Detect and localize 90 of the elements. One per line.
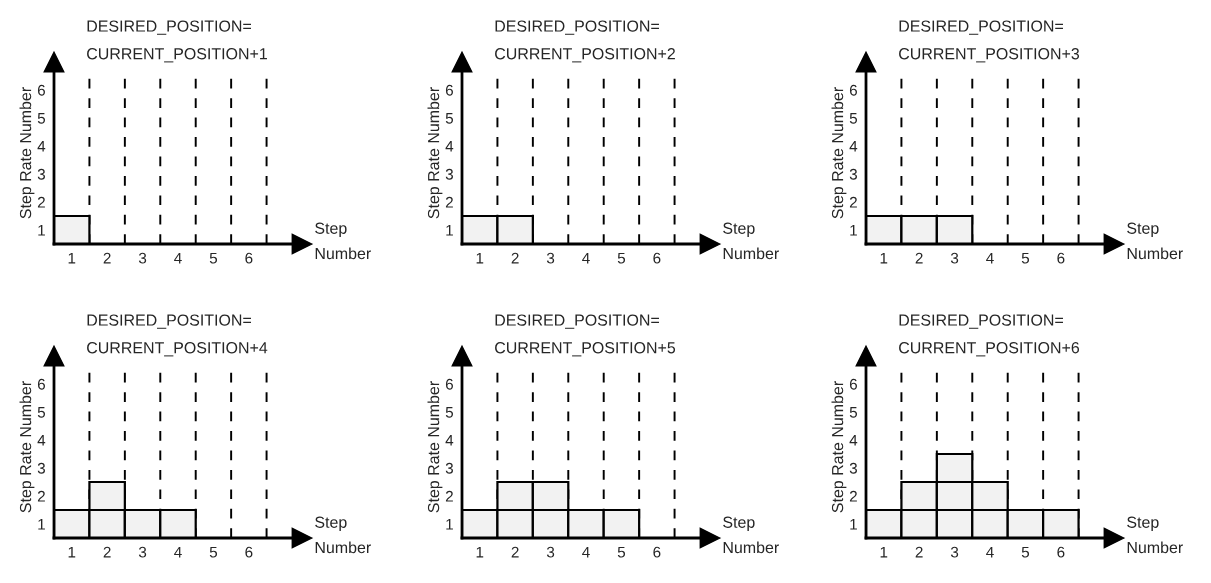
x-tick-label: 5 xyxy=(617,546,626,558)
chart-title: DESIRED_POSITION= CURRENT_POSITION+4 xyxy=(87,314,268,357)
y-axis-title: Step Rate Number xyxy=(427,381,443,513)
chart-title: DESIRED_POSITION= CURRENT_POSITION+5 xyxy=(495,314,676,357)
y-tick-label: 2 xyxy=(849,490,857,502)
y-tick-label: 5 xyxy=(849,113,858,124)
x-tick-label: 6 xyxy=(1057,546,1065,558)
y-tick-label: 3 xyxy=(445,168,453,180)
x-tick-label: 6 xyxy=(1057,252,1065,264)
y-tick-label: 4 xyxy=(37,435,46,446)
y-axis-title: Step Rate Number xyxy=(19,381,35,513)
y-tick-label: 1 xyxy=(38,519,45,530)
x-tick-label: 5 xyxy=(209,252,218,264)
x-tick-label: 6 xyxy=(653,252,661,264)
y-tick-label: 3 xyxy=(37,462,45,474)
chart-title: DESIRED_POSITION= CURRENT_POSITION+6 xyxy=(899,314,1080,357)
chart-title: DESIRED_POSITION= CURRENT_POSITION+3 xyxy=(899,20,1080,63)
x-tick-label: 4 xyxy=(174,252,182,264)
x-tick-label: 5 xyxy=(617,252,626,264)
y-tick-label: 1 xyxy=(850,519,857,530)
y-tick-label: 5 xyxy=(37,407,46,418)
y-tick-label: 1 xyxy=(850,225,857,236)
y-tick-label: 4 xyxy=(445,141,454,152)
y-tick-label: 5 xyxy=(849,407,858,418)
y-tick-label: 5 xyxy=(37,113,46,124)
x-tick-label: 2 xyxy=(511,546,519,558)
y-axis-title: Step Rate Number xyxy=(831,87,847,219)
y-tick-label: 5 xyxy=(445,113,454,124)
x-tick-label: 4 xyxy=(986,546,994,558)
y-tick-label: 4 xyxy=(849,141,858,152)
x-tick-label: 2 xyxy=(103,252,111,264)
y-tick-label: 3 xyxy=(849,168,857,180)
y-tick-label: 2 xyxy=(445,490,453,502)
y-tick-label: 6 xyxy=(849,84,857,96)
y-tick-label: 1 xyxy=(38,225,45,236)
y-axis-title: Step Rate Number xyxy=(427,87,443,219)
x-axis-title: Step Number xyxy=(1127,222,1183,260)
x-tick-label: 3 xyxy=(950,252,959,264)
x-axis-title: Step Number xyxy=(1127,516,1183,554)
x-axis-title: Step Number xyxy=(723,222,779,260)
y-tick-label: 1 xyxy=(446,519,453,530)
x-tick-label: 4 xyxy=(986,252,994,264)
y-axis-title: Step Rate Number xyxy=(19,87,35,219)
y-tick-label: 3 xyxy=(849,462,857,474)
y-tick-label: 4 xyxy=(849,435,858,446)
y-tick-label: 2 xyxy=(37,196,45,208)
y-tick-label: 6 xyxy=(445,378,453,390)
x-tick-label: 3 xyxy=(546,546,555,558)
y-tick-label: 6 xyxy=(37,378,45,390)
x-tick-label: 1 xyxy=(68,252,76,264)
y-tick-label: 4 xyxy=(37,141,46,152)
y-tick-label: 4 xyxy=(445,435,454,446)
y-tick-label: 3 xyxy=(37,168,45,180)
y-tick-label: 2 xyxy=(445,196,453,208)
y-axis-title: Step Rate Number xyxy=(831,381,847,513)
x-tick-label: 4 xyxy=(582,546,590,558)
x-tick-label: 5 xyxy=(1021,252,1030,264)
x-tick-label: 2 xyxy=(103,546,111,558)
x-tick-label: 5 xyxy=(209,546,218,558)
x-tick-label: 1 xyxy=(476,546,484,558)
x-tick-label: 3 xyxy=(138,546,147,558)
x-tick-label: 4 xyxy=(582,252,590,264)
x-tick-label: 6 xyxy=(245,546,253,558)
x-tick-label: 1 xyxy=(68,546,76,558)
x-tick-label: 6 xyxy=(245,252,253,264)
x-tick-label: 3 xyxy=(546,252,555,264)
x-tick-label: 5 xyxy=(1021,546,1030,558)
x-tick-label: 3 xyxy=(138,252,147,264)
x-tick-label: 1 xyxy=(880,546,888,558)
x-tick-label: 2 xyxy=(511,252,519,264)
y-tick-label: 1 xyxy=(446,225,453,236)
y-tick-label: 6 xyxy=(445,84,453,96)
x-tick-label: 2 xyxy=(915,546,923,558)
chart-title: DESIRED_POSITION= CURRENT_POSITION+2 xyxy=(495,20,675,63)
chart-title: DESIRED_POSITION= CURRENT_POSITION+1 xyxy=(87,20,267,63)
y-tick-label: 5 xyxy=(445,407,454,418)
y-tick-label: 2 xyxy=(849,196,857,208)
x-tick-label: 4 xyxy=(174,546,182,558)
x-axis-title: Step Number xyxy=(315,222,371,260)
x-tick-label: 2 xyxy=(915,252,923,264)
y-tick-label: 6 xyxy=(37,84,45,96)
y-tick-label: 6 xyxy=(849,378,857,390)
x-tick-label: 6 xyxy=(653,546,661,558)
y-tick-label: 2 xyxy=(37,490,45,502)
x-axis-title: Step Number xyxy=(723,516,779,554)
x-tick-label: 1 xyxy=(476,252,484,264)
y-tick-label: 3 xyxy=(445,462,453,474)
x-axis-title: Step Number xyxy=(315,516,371,554)
x-tick-label: 3 xyxy=(950,546,959,558)
x-tick-label: 1 xyxy=(880,252,888,264)
